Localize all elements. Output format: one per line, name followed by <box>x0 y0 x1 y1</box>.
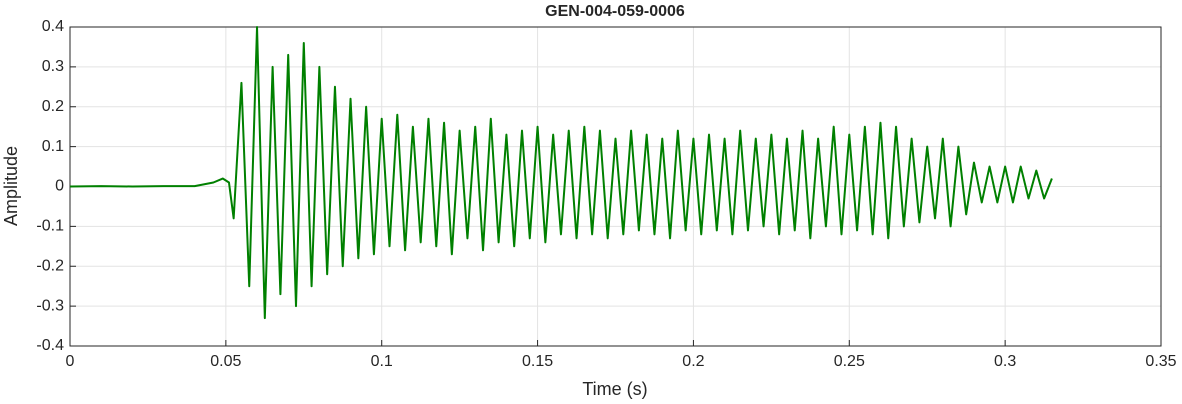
x-tick-label: 0.3 <box>994 353 1016 370</box>
y-tick-label: -0.3 <box>36 297 64 314</box>
y-tick-label: -0.2 <box>36 257 64 274</box>
y-axis-label: Amplitude <box>1 146 21 226</box>
y-tick-label: 0.2 <box>42 98 64 115</box>
waveform-line <box>69 26 1053 320</box>
y-tick-label: 0 <box>55 178 64 195</box>
y-tick-label: -0.1 <box>36 218 64 235</box>
x-tick-label: 0.25 <box>834 353 865 370</box>
x-tick-label: 0.05 <box>210 353 241 370</box>
x-tick-label: 0.1 <box>371 353 393 370</box>
x-tick-label: 0.2 <box>682 353 704 370</box>
x-tick-label: 0.35 <box>1145 353 1176 370</box>
chart-title: GEN-004-059-0006 <box>545 3 685 20</box>
y-tick-label: 0.3 <box>42 58 64 75</box>
x-axis-label: Time (s) <box>582 379 647 399</box>
x-tick-label: 0.15 <box>522 353 553 370</box>
y-tick-label: -0.4 <box>36 337 64 354</box>
x-tick-label: 0 <box>66 353 75 370</box>
y-tick-label: 0.1 <box>42 138 64 155</box>
y-tick-label: 0.4 <box>42 18 64 35</box>
